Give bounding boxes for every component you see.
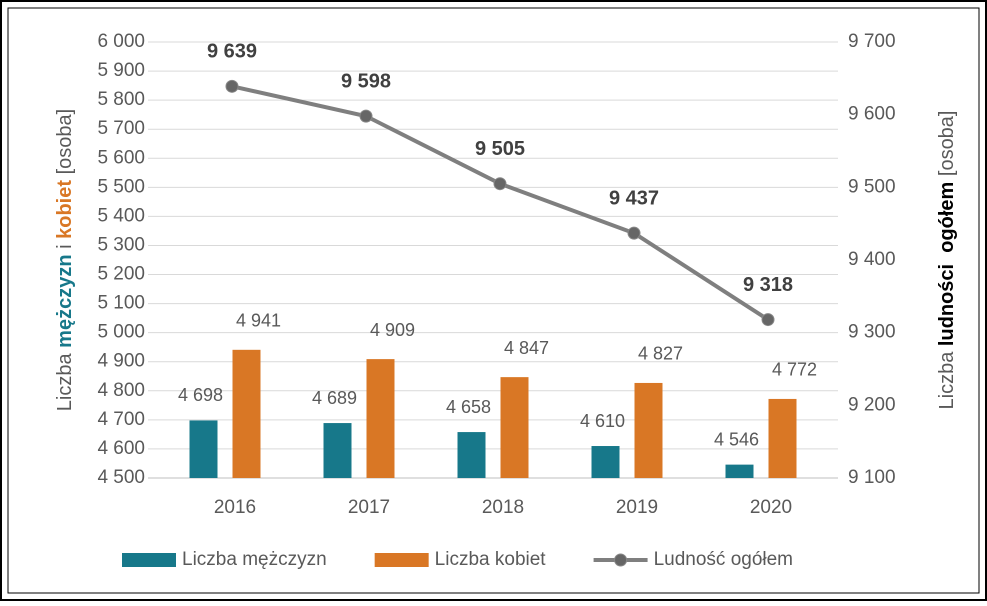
legend-swatch-marker (614, 553, 628, 567)
y2-tick-label: 9 100 (848, 467, 896, 488)
bar (500, 377, 529, 478)
y-tick-label: 4 600 (97, 438, 145, 459)
bar (591, 446, 620, 478)
y2-tick-label: 9 300 (848, 322, 896, 343)
y-tick-label: 6 000 (97, 31, 145, 52)
y-tick-label: 5 400 (97, 205, 145, 226)
line-value-label: 9 639 (207, 41, 257, 63)
bar (768, 398, 797, 478)
y-label-part: Liczba (54, 348, 76, 411)
y2-axis-label: Liczba ludności ogółem [osoba] (936, 111, 958, 410)
bar (634, 382, 663, 478)
bar (189, 420, 218, 478)
y-tick-label: 5 100 (97, 293, 145, 314)
line-point (761, 313, 775, 327)
x-tick-label: 2019 (616, 497, 658, 518)
bar (457, 432, 486, 478)
y2-label-part: ludności ogółem (936, 182, 958, 346)
legend-label: Ludność ogółem (654, 549, 793, 570)
y-label-part: mężczyzn (54, 254, 76, 347)
y-tick-label: 5 000 (97, 322, 145, 343)
y-axis-label: Liczba mężczyzn i kobiet [osoba] (54, 109, 76, 411)
y2-label-part: [osoba] (936, 111, 958, 182)
line-point (359, 109, 373, 123)
bar-value-label: 4 909 (370, 320, 415, 340)
inner-frame (7, 7, 980, 594)
y-tick-label: 5 700 (97, 118, 145, 139)
bar-value-label: 4 941 (236, 311, 281, 331)
y-tick-label: 5 500 (97, 176, 145, 197)
bar-value-label: 4 658 (446, 397, 491, 417)
y-tick-label: 4 500 (97, 467, 145, 488)
y-label-part: kobiet (54, 180, 76, 239)
x-tick-label: 2016 (214, 497, 256, 518)
bar-value-label: 4 689 (312, 388, 357, 408)
bar-value-label: 4 698 (178, 385, 223, 405)
y-tick-label: 5 200 (97, 264, 145, 285)
y2-label-part: Liczba (936, 346, 958, 409)
y-tick-label: 5 800 (97, 89, 145, 110)
line-value-label: 9 505 (475, 138, 525, 160)
bar-value-label: 4 827 (638, 344, 683, 364)
bar-value-label: 4 546 (714, 429, 759, 449)
line-value-label: 9 318 (743, 274, 793, 296)
x-tick-label: 2017 (348, 497, 390, 518)
y-tick-label: 5 900 (97, 60, 145, 81)
y-tick-label: 4 700 (97, 409, 145, 430)
x-tick-label: 2018 (482, 497, 524, 518)
line-point (493, 177, 507, 191)
line-point (225, 79, 239, 93)
bar-value-label: 4 847 (504, 338, 549, 358)
y-tick-label: 5 600 (97, 147, 145, 168)
y2-tick-label: 9 400 (848, 249, 896, 270)
x-tick-label: 2020 (750, 497, 792, 518)
y-tick-label: 5 300 (97, 234, 145, 255)
line-value-label: 9 437 (609, 187, 659, 209)
bar (232, 349, 261, 478)
bar-value-label: 4 772 (772, 360, 817, 380)
y-label-part: i (54, 239, 76, 255)
bar (366, 359, 395, 478)
y2-tick-label: 9 700 (848, 31, 896, 52)
legend-label: Liczba kobiet (435, 549, 547, 570)
y2-tick-label: 9 200 (848, 394, 896, 415)
line-value-label: 9 598 (341, 70, 391, 92)
y2-tick-label: 9 600 (848, 104, 896, 125)
bar (725, 464, 754, 478)
y2-tick-label: 9 500 (848, 176, 896, 197)
bar (323, 423, 352, 478)
legend-label: Liczba mężczyzn (182, 549, 327, 570)
bar-value-label: 4 610 (580, 411, 625, 431)
line-point (627, 226, 641, 240)
y-tick-label: 4 800 (97, 380, 145, 401)
legend-swatch (374, 553, 429, 567)
legend-swatch (122, 553, 176, 567)
y-label-part: [osoba] (54, 109, 76, 180)
y-tick-label: 4 900 (97, 351, 145, 372)
